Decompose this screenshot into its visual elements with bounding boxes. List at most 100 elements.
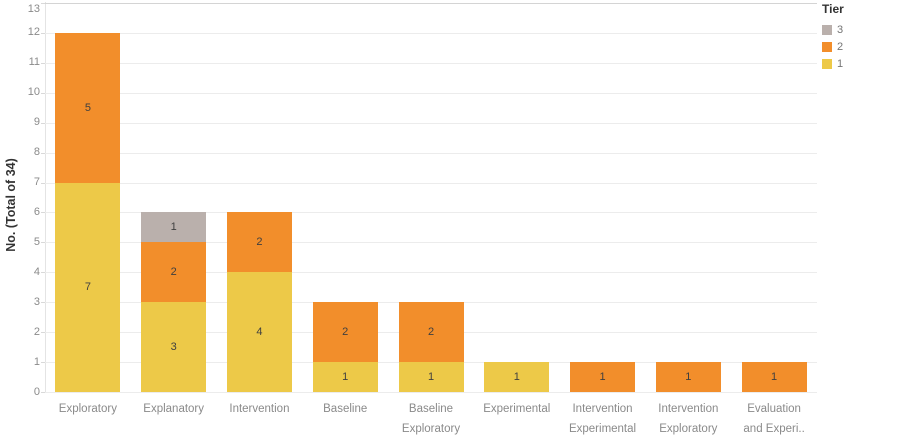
bar-segment-tier-2[interactable]: 2: [226, 212, 292, 273]
y-tick-mark: [41, 362, 45, 364]
segment-value-label: 1: [513, 371, 520, 384]
bar-segment-tier-2[interactable]: 5: [55, 32, 121, 183]
gridline: [45, 3, 817, 4]
y-tick-label: 9: [33, 116, 40, 129]
bar-intervention-experimental: 1: [570, 2, 636, 392]
bar-segment-tier-2[interactable]: 1: [655, 362, 721, 392]
y-tick-mark: [41, 272, 45, 274]
y-tick-label: 12: [27, 26, 40, 39]
y-tick-label: 0: [33, 385, 40, 398]
x-axis-category-label-line: Baseline: [408, 403, 454, 415]
x-axis-category-label-line: Exploratory: [58, 403, 117, 415]
gridline: [45, 182, 817, 184]
gridline: [45, 122, 817, 124]
y-axis-line: [45, 2, 46, 393]
y-tick-label: 2: [33, 325, 40, 338]
bar-segment-tier-1[interactable]: 1: [312, 362, 378, 392]
y-tick-mark: [41, 32, 45, 34]
legend-item-tier-3[interactable]: 3: [822, 21, 844, 38]
segment-value-label: 7: [84, 281, 91, 294]
x-axis-category-label-line: Exploratory: [401, 423, 461, 435]
bar-segment-tier-2[interactable]: 2: [141, 242, 207, 303]
segment-value-label: 2: [256, 236, 263, 249]
y-tick-mark: [41, 62, 45, 64]
segment-value-label: 2: [427, 326, 435, 339]
y-tick-label: 7: [33, 176, 40, 189]
y-tick-mark: [41, 392, 45, 393]
x-axis-category-label-line: Explanatory: [143, 403, 205, 415]
x-axis-category-label-line: Evaluation: [747, 403, 801, 415]
y-tick-label: 3: [33, 295, 40, 308]
y-tick-label: 10: [27, 86, 40, 99]
x-axis-category-label-line: Baseline: [323, 403, 368, 415]
x-axis-category-label-line: and Experi..: [743, 423, 805, 435]
x-axis-category-label: Intervention Experimental: [560, 399, 646, 439]
x-axis-category-label: Experimental: [474, 399, 560, 419]
segment-value-label: 3: [170, 341, 177, 354]
bar-segment-tier-2[interactable]: 1: [570, 362, 636, 392]
segment-value-label: 4: [256, 326, 263, 339]
bar-intervention-exploratory: 1: [655, 2, 721, 392]
legend-item-tier-1[interactable]: 1: [822, 55, 844, 72]
x-axis-category-label-line: Intervention: [572, 403, 633, 415]
bar-segment-tier-2[interactable]: 2: [312, 302, 378, 363]
y-tick-label: 11: [28, 56, 40, 69]
bar-segment-tier-3[interactable]: 1: [141, 212, 207, 243]
gridline: [45, 92, 817, 94]
legend-swatch-icon: [822, 58, 832, 69]
y-tick-label: 5: [33, 235, 40, 248]
legend-items: 3 2 1: [822, 21, 844, 72]
x-axis-category-label: Evaluation and Experi..: [731, 399, 817, 439]
legend-item-label: 1: [837, 57, 844, 70]
segment-value-label: 1: [342, 371, 349, 384]
x-axis-category-label: Baseline Exploratory: [388, 399, 474, 439]
bar-segment-tier-2[interactable]: 2: [398, 302, 464, 363]
bar-segment-tier-1[interactable]: 3: [141, 302, 207, 392]
legend-item-label: 2: [837, 40, 844, 53]
x-axis-category-label: Intervention: [217, 399, 303, 419]
bar-segment-tier-1[interactable]: 1: [398, 362, 464, 392]
gridline: [45, 272, 817, 274]
y-tick-mark: [41, 302, 45, 304]
legend-item-label: 3: [837, 23, 844, 36]
x-axis-category-label-line: Experimental: [483, 403, 551, 415]
bar-segment-tier-1[interactable]: 1: [484, 362, 550, 392]
y-tick-mark: [41, 242, 45, 244]
segment-value-label: 2: [170, 266, 177, 279]
y-tick-mark: [41, 92, 45, 94]
gridline: [45, 212, 817, 214]
x-axis-category-label: Intervention Exploratory: [645, 399, 731, 439]
x-axis-category-label: Exploratory: [45, 399, 131, 419]
gridline: [45, 392, 817, 393]
bar-segment-tier-1[interactable]: 7: [55, 182, 121, 392]
y-tick-mark: [41, 3, 45, 4]
legend-item-tier-2[interactable]: 2: [822, 38, 844, 55]
y-tick-label: 8: [33, 146, 40, 159]
segment-value-label: 1: [170, 221, 177, 234]
segment-value-label: 1: [685, 371, 692, 384]
bar-segment-tier-2[interactable]: 1: [741, 362, 807, 392]
bar-explanatory: 3 2 1: [141, 2, 207, 392]
y-tick-label: 6: [33, 205, 40, 218]
x-axis-category-label-line: Intervention: [658, 403, 719, 415]
segment-value-label: 1: [427, 371, 435, 384]
gridline: [45, 242, 817, 244]
segment-value-label: 5: [84, 101, 91, 114]
segment-value-label: 2: [342, 326, 349, 339]
y-tick-mark: [41, 182, 45, 184]
legend-swatch-icon: [822, 41, 832, 52]
x-axis-category-label: Explanatory: [131, 399, 217, 419]
segment-value-label: 1: [599, 371, 606, 384]
bar-segment-tier-1[interactable]: 4: [226, 272, 292, 392]
y-tick-mark: [41, 122, 45, 124]
y-tick-label: 4: [33, 265, 40, 278]
gridline: [45, 152, 817, 154]
bar-evaluation-and-experi-: 1: [741, 2, 807, 392]
legend: Tier 3 2 1: [822, 2, 844, 72]
y-tick-mark: [41, 152, 45, 154]
segment-value-label: 1: [771, 371, 778, 384]
